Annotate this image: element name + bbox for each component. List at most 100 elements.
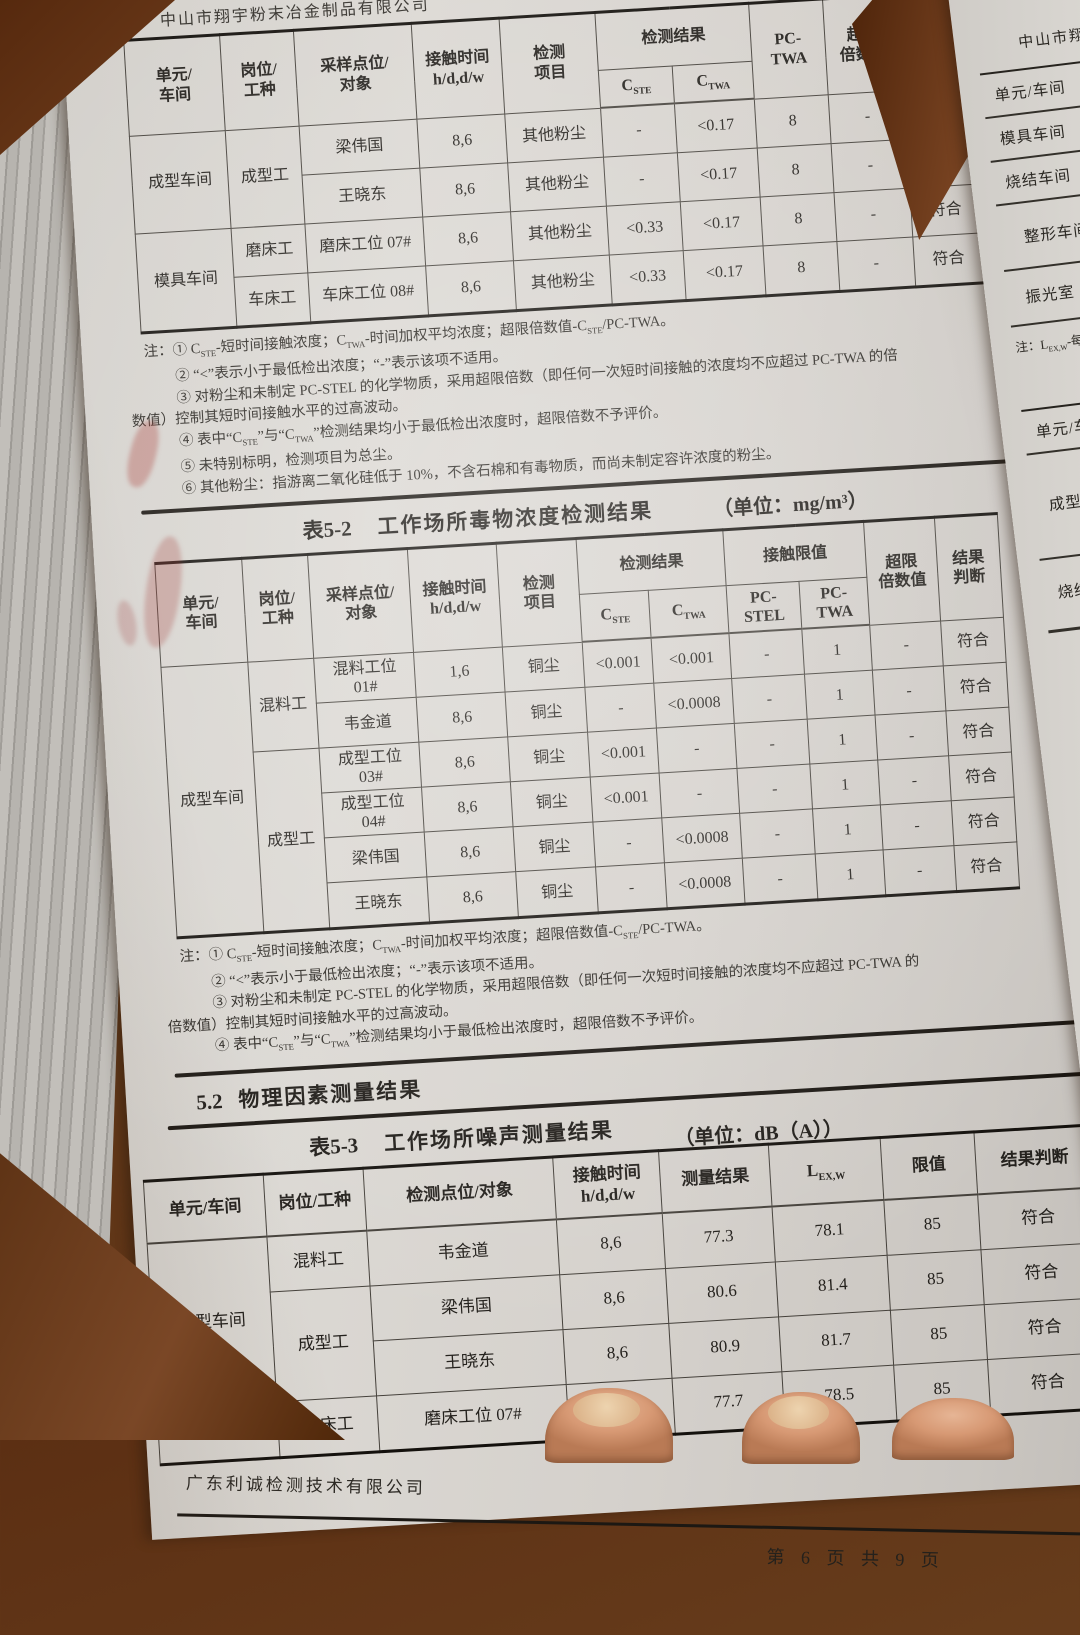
- data-cell: 梁伟国: [299, 118, 420, 176]
- data-cell: -: [739, 809, 815, 859]
- data-cell: 混料工: [266, 1230, 370, 1292]
- data-cell: 梁伟国: [324, 832, 428, 884]
- data-cell: <0.33: [609, 250, 687, 305]
- data-cell: 符合: [984, 1297, 1080, 1360]
- header-cell: CTWA: [648, 585, 730, 639]
- data-cell: 符合: [950, 797, 1017, 846]
- data-cell: 符合: [980, 1242, 1080, 1305]
- header-cell: 检测点位/对象: [362, 1156, 557, 1231]
- data-cell: 铜尘: [505, 687, 589, 738]
- data-cell: 成型工位 04#: [321, 787, 425, 839]
- right-page-table-fragment: 单元/车间 模具车间 烧结车间 整形车间 振光室: [979, 44, 1080, 328]
- header-cell: 检测结果: [576, 530, 727, 595]
- section-number: 5.2: [195, 1088, 224, 1115]
- data-cell: 8,6: [562, 1322, 672, 1385]
- data-cell: 成型车间: [160, 662, 264, 939]
- data-cell: 磨床工位 07#: [304, 217, 426, 273]
- data-cell: <0.001: [588, 728, 659, 778]
- data-cell: 韦金道: [316, 697, 420, 749]
- data-cell: 铜尘: [507, 732, 591, 783]
- data-cell: <0.17: [680, 196, 764, 251]
- data-cell: <0.0008: [661, 813, 743, 864]
- table-5-2-number: 表5-2: [301, 516, 353, 544]
- data-cell: 8,6: [425, 260, 517, 316]
- data-cell: 1: [804, 670, 876, 720]
- header-cell: 单元/车间: [123, 34, 226, 136]
- data-cell: -: [593, 818, 665, 868]
- header-cell: 采样点位/对象: [307, 548, 414, 659]
- data-cell: 其他粉尘: [507, 157, 607, 212]
- data-cell: 8,6: [422, 211, 514, 266]
- header-cell: 检测 项目: [499, 12, 601, 114]
- data-cell: 8,6: [416, 113, 508, 169]
- header-cell: CSTE: [598, 65, 675, 108]
- data-cell: -: [869, 620, 943, 671]
- data-cell: 1,6: [413, 646, 506, 698]
- data-cell: 1: [806, 715, 878, 765]
- data-cell: 符合: [953, 842, 1020, 892]
- data-cell: 8: [760, 192, 837, 246]
- data-cell: 1: [801, 625, 873, 675]
- data-cell: 1: [812, 805, 884, 855]
- header-cell: 结果判断: [973, 1124, 1080, 1194]
- data-cell: 成型工位 03#: [318, 742, 423, 794]
- data-cell: -: [872, 666, 946, 716]
- data-cell: 铜尘: [502, 642, 586, 693]
- data-cell: -: [658, 768, 740, 819]
- data-cell: 85: [890, 1304, 988, 1365]
- header-cell: 岗位/工种: [241, 554, 314, 663]
- right-page-company-header: 中山市翔: [1017, 27, 1080, 52]
- data-cell: 符合: [940, 617, 1007, 667]
- data-cell: 铜尘: [510, 777, 594, 828]
- data-cell: 磨床工: [231, 224, 308, 278]
- fingernail: [573, 1392, 640, 1427]
- header-cell: 岗位/工种: [219, 30, 300, 131]
- data-cell: -: [742, 854, 818, 905]
- data-cell: 1: [809, 760, 881, 810]
- table-5-3-number: 表5-3: [308, 1132, 359, 1160]
- data-cell: <0.17: [683, 245, 767, 301]
- header-cell: 接触时间 h/d,d/w: [411, 18, 505, 119]
- data-cell: -: [729, 629, 805, 679]
- header-cell: 结果判断: [933, 513, 1004, 621]
- header-cell: 测量结果: [658, 1143, 772, 1213]
- data-cell: 8: [757, 143, 834, 197]
- header-cell: 超限倍数值: [863, 517, 941, 626]
- footer-rule: [177, 1512, 1080, 1535]
- right-page-table-fragment-2: 单元/车间 成型车间 烧结车: [1021, 380, 1080, 633]
- fingernail: [767, 1396, 830, 1430]
- data-cell: <0.33: [606, 201, 684, 256]
- data-cell: 77.3: [662, 1206, 776, 1269]
- data-cell: 8,6: [424, 827, 516, 878]
- data-cell: 8,6: [419, 737, 511, 788]
- photographed-report-scene: 中山市翔宇粉末冶金制品有限公司 LC-DZ190641 单元/车间岗位/工种采样…: [0, 0, 1080, 1440]
- data-cell: 其他粉尘: [504, 107, 604, 163]
- data-cell: 成型车间: [129, 130, 232, 235]
- data-cell: 成型工: [270, 1285, 377, 1402]
- data-cell: <0.0008: [664, 858, 746, 910]
- data-cell: 车床工位 08#: [307, 265, 429, 323]
- data-cell: <0.001: [582, 638, 654, 688]
- data-cell: 符合: [987, 1352, 1080, 1416]
- data-cell: 王晓东: [326, 877, 431, 930]
- header-cell: 接触时间 h/d,d/w: [552, 1150, 663, 1219]
- data-cell: -: [875, 711, 949, 761]
- data-cell: 8,6: [419, 162, 511, 218]
- data-cell: -: [596, 863, 668, 914]
- data-cell: 符合: [912, 232, 985, 287]
- header-cell: PC- STEL: [726, 581, 802, 634]
- data-cell: <0.0008: [653, 678, 735, 729]
- data-cell: <0.17: [674, 98, 758, 153]
- data-cell: 成型工: [252, 748, 330, 934]
- right-page-table-row: 单元/车间: [1021, 382, 1080, 456]
- data-cell: -: [877, 756, 951, 806]
- data-cell: 其他粉尘: [510, 206, 610, 261]
- header-cell: 接触限值: [723, 521, 868, 586]
- data-cell: 符合: [942, 662, 1009, 712]
- data-cell: -: [880, 801, 954, 851]
- data-cell: 8,6: [427, 871, 519, 924]
- data-cell: 85: [883, 1193, 981, 1255]
- toxic-concentration-table: 单元/车间 岗位/工种 采样点位/对象 接触时间 h/d,d/w 检测 项目 检测结果 接触限值…: [154, 512, 1021, 940]
- data-cell: -: [833, 188, 913, 242]
- data-cell: 80.6: [665, 1261, 779, 1323]
